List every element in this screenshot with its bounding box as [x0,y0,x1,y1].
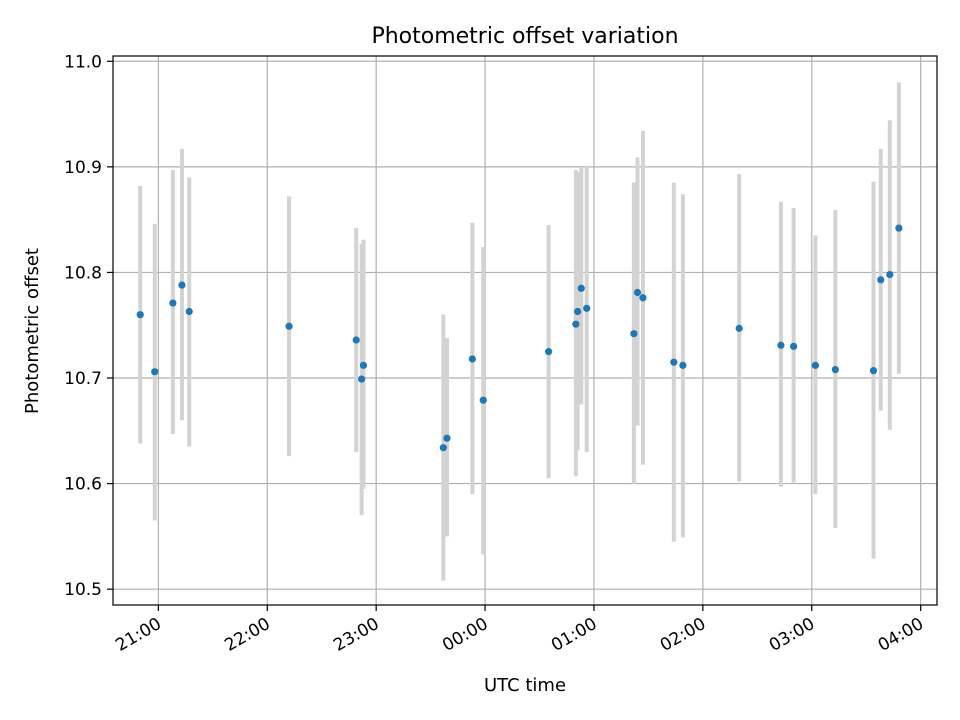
data-point [577,284,585,292]
axis-ticks: 10.5 10.6 10.7 10.8 10.9 11.0 21:00 22:00 23:00 0… [64,52,927,656]
data-point [572,320,580,328]
data-point [886,270,894,279]
x-tick-label: 00:00 [439,614,491,656]
grid [113,56,937,605]
data-point [443,434,451,442]
x-tick-label: 23:00 [330,614,382,656]
y-tick-label: 10.5 [64,580,102,600]
data-point [679,361,687,369]
data-point [285,322,293,330]
data-points [136,224,903,452]
data-point [811,361,819,369]
y-tick-label: 10.7 [64,369,102,389]
data-point [178,281,186,289]
data-point [352,336,360,344]
x-tick-label: 21:00 [112,614,164,656]
data-point [877,276,885,284]
plot-frame [112,55,938,606]
data-point [151,368,159,376]
x-tick-label: 04:00 [875,614,927,656]
y-tick-label: 11.0 [64,52,102,72]
y-axis-label: Photometric offset [22,248,43,414]
data-point [639,294,647,302]
y-tick-label: 10.9 [64,158,102,178]
data-point [544,348,553,356]
x-tick-label: 01:00 [548,614,600,656]
y-tick-label: 10.6 [64,475,102,495]
data-point [479,396,487,404]
chart-title: Photometric offset variation [371,24,678,49]
data-point [185,307,193,316]
data-point [670,358,678,366]
x-tick-label: 03:00 [766,614,818,656]
x-axis-label: UTC time [484,675,566,696]
data-point [790,342,798,350]
data-point [777,341,785,349]
data-point [574,307,582,316]
x-tick-label: 22:00 [221,614,273,656]
data-point [831,365,839,374]
y-tick-label: 10.8 [64,263,102,283]
data-point [895,224,903,232]
data-point [358,375,366,383]
data-point [136,311,144,319]
error-bars [138,82,901,581]
data-point [468,355,476,363]
data-point [439,444,447,452]
data-point [583,304,591,312]
data-point [359,361,368,369]
data-point [633,288,642,297]
data-point [169,299,177,307]
data-point [869,367,878,375]
x-tick-label: 02:00 [657,614,709,656]
data-point [630,330,638,338]
data-point [735,324,743,332]
